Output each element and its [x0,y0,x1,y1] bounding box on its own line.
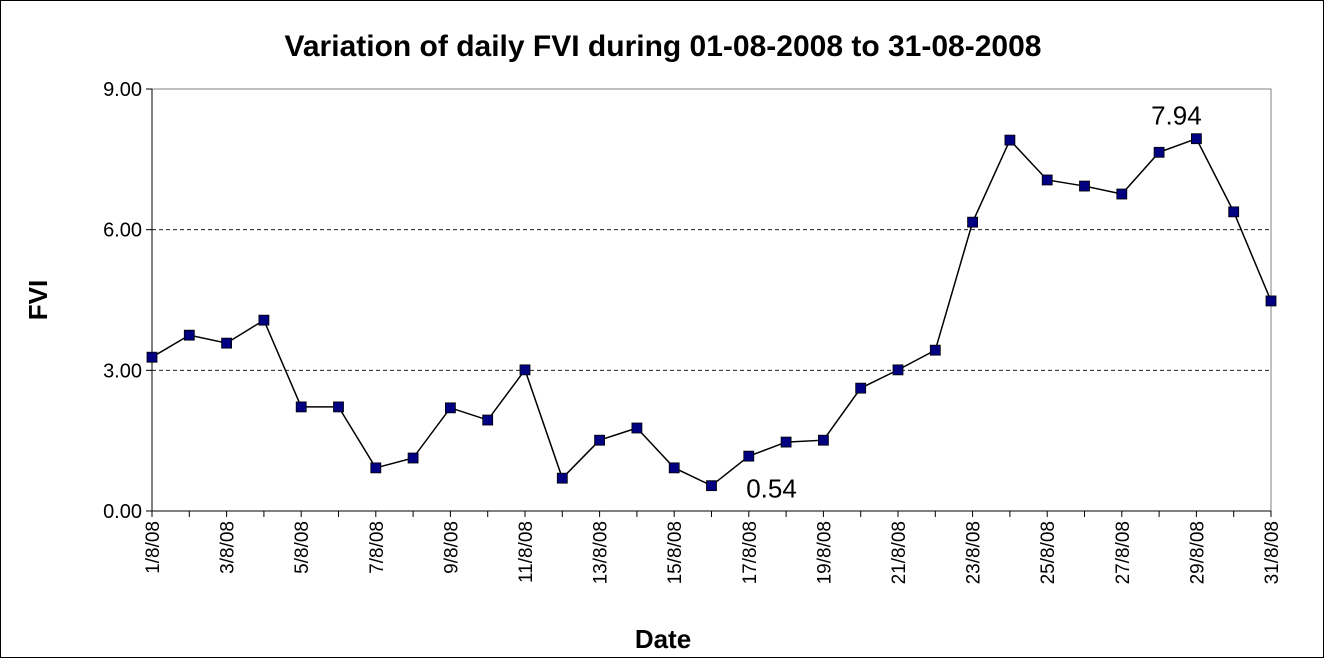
marker [482,414,494,426]
marker [631,422,643,434]
x-tick-label: 15/8/08 [665,521,686,584]
x-tick-label: 31/8/08 [1262,521,1283,584]
x-tick-label: 3/8/08 [218,521,239,574]
marker [706,480,717,492]
y-axis-label: FVI [23,280,53,320]
marker [1191,133,1202,145]
marker [1041,174,1053,186]
x-axis-label: Date [635,624,691,654]
x-tick-label: 25/8/08 [1038,521,1059,584]
marker [743,450,755,462]
x-tick-label: 29/8/08 [1187,521,1208,584]
marker [1153,146,1165,158]
marker [855,382,867,394]
y-tick-label: 0.00 [103,501,142,523]
marker [407,452,419,464]
marker [1004,134,1016,146]
chart-title: Variation of daily FVI during 01-08-2008… [285,30,1042,63]
marker [668,462,680,474]
x-tick-label: 7/8/08 [367,521,388,574]
marker [780,436,792,448]
data-label: 0.54 [746,474,797,504]
marker [221,337,233,349]
x-tick-label: 11/8/08 [516,521,537,583]
marker [258,314,270,326]
y-tick-label: 9.00 [103,79,142,101]
marker [892,364,904,376]
marker [967,216,978,228]
marker [929,344,941,356]
data-label: 7.94 [1151,101,1202,131]
y-tick-label: 3.00 [103,360,142,382]
x-tick-label: 1/8/08 [143,521,164,574]
marker [333,401,344,413]
x-tick-label: 9/8/08 [441,521,462,574]
marker [1116,188,1128,200]
marker [295,401,307,413]
marker [519,364,531,376]
x-tick-label: 17/8/08 [740,521,761,584]
marker [1228,206,1240,218]
marker [1079,180,1090,192]
marker [1265,295,1277,307]
x-tick-label: 5/8/08 [292,521,313,574]
marker [444,402,456,414]
marker [556,472,568,484]
marker [594,434,605,446]
marker [818,434,829,446]
marker [146,351,158,363]
marker [183,329,195,341]
x-tick-label: 13/8/08 [591,521,612,584]
x-tick-label: 21/8/08 [889,521,910,584]
x-tick-label: 19/8/08 [814,521,835,584]
x-tick-label: 27/8/08 [1113,521,1134,584]
y-tick-label: 6.00 [103,220,142,242]
x-tick-label: 23/8/08 [964,521,985,584]
marker [370,462,382,474]
